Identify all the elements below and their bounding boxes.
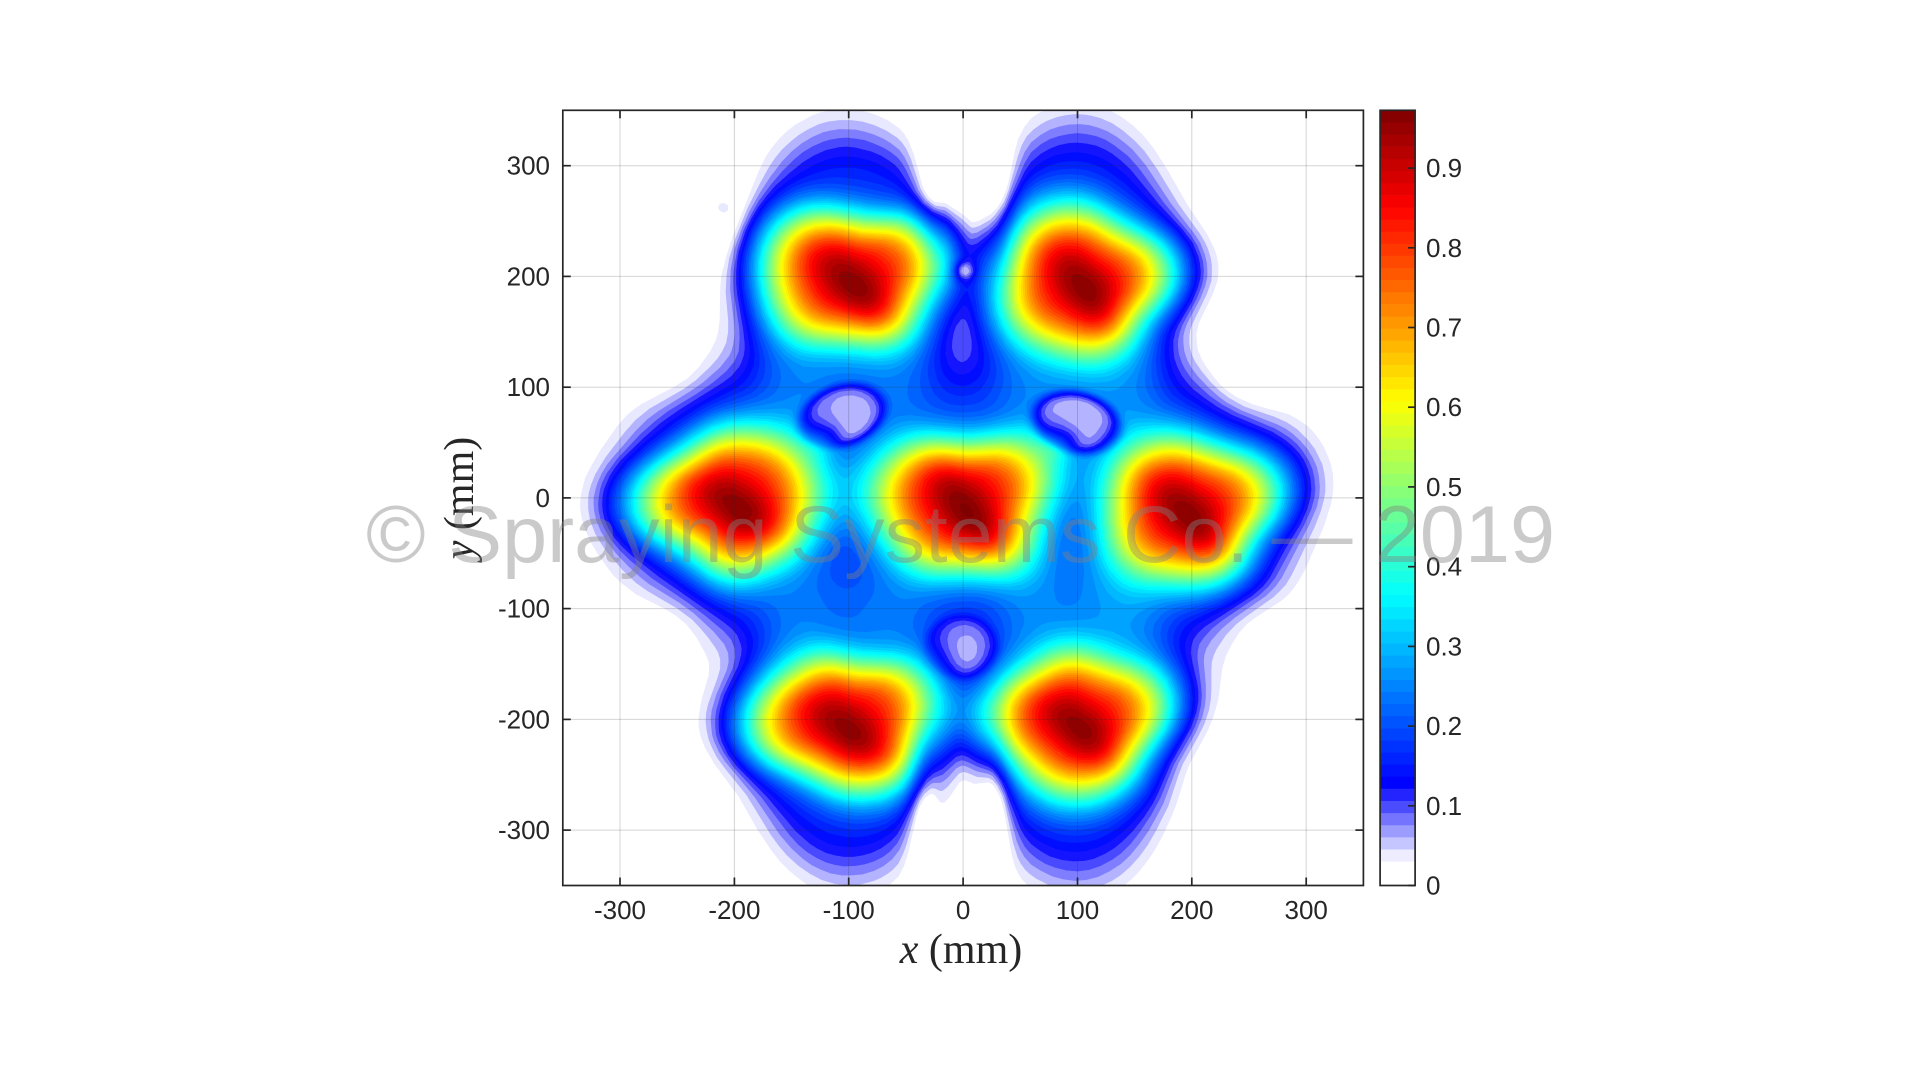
svg-text:300: 300 [507, 151, 550, 181]
svg-text:-100: -100 [498, 594, 550, 624]
svg-text:y (mm): y (mm) [437, 437, 483, 563]
svg-text:0.6: 0.6 [1426, 392, 1462, 422]
svg-text:x (mm): x (mm) [899, 927, 1022, 973]
svg-text:100: 100 [1056, 895, 1099, 925]
svg-text:-300: -300 [594, 895, 646, 925]
svg-text:200: 200 [1170, 895, 1213, 925]
svg-text:0.8: 0.8 [1426, 233, 1462, 263]
svg-text:0.4: 0.4 [1426, 552, 1462, 582]
svg-text:0.2: 0.2 [1426, 711, 1462, 741]
svg-text:© Spraying Systems Co. — 2019: © Spraying Systems Co. — 2019 [366, 490, 1555, 580]
svg-text:0.5: 0.5 [1426, 472, 1462, 502]
svg-text:0.1: 0.1 [1426, 791, 1462, 821]
svg-text:300: 300 [1285, 895, 1328, 925]
svg-text:0.3: 0.3 [1426, 631, 1462, 661]
svg-text:200: 200 [507, 261, 550, 291]
svg-text:-200: -200 [498, 704, 550, 734]
svg-text:0: 0 [956, 895, 970, 925]
svg-text:0: 0 [1426, 871, 1440, 901]
svg-text:-200: -200 [708, 895, 760, 925]
svg-text:0: 0 [536, 483, 550, 513]
svg-text:-100: -100 [823, 895, 875, 925]
svg-text:0.7: 0.7 [1426, 313, 1462, 343]
svg-text:0.9: 0.9 [1426, 153, 1462, 183]
svg-text:100: 100 [507, 372, 550, 402]
svg-text:-300: -300 [498, 815, 550, 845]
